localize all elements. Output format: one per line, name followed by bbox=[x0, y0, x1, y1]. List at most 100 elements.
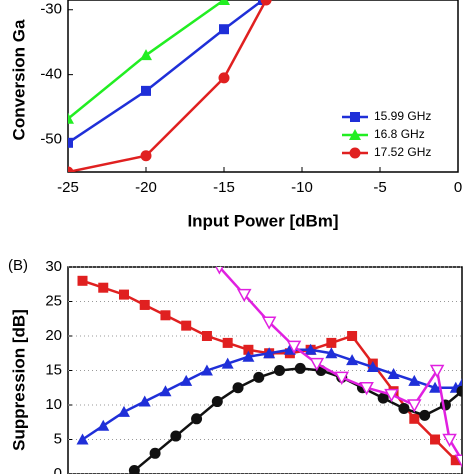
marker bbox=[260, 0, 272, 6]
marker bbox=[140, 49, 152, 61]
y-tick-label: -50 bbox=[40, 131, 62, 148]
marker bbox=[377, 392, 389, 404]
marker bbox=[326, 337, 337, 348]
marker bbox=[138, 395, 151, 407]
marker bbox=[242, 350, 255, 362]
legend-label: 17.52 GHz bbox=[374, 145, 431, 159]
legend-label: 16.8 GHz bbox=[374, 127, 425, 141]
marker bbox=[117, 405, 130, 417]
marker bbox=[450, 455, 461, 466]
marker bbox=[221, 357, 234, 369]
marker bbox=[149, 447, 161, 459]
marker bbox=[334, 371, 349, 385]
marker bbox=[141, 85, 151, 96]
marker bbox=[76, 433, 89, 445]
marker bbox=[140, 150, 152, 162]
x-tick-label: -25 bbox=[57, 179, 79, 196]
marker bbox=[160, 310, 171, 321]
y-tick-label: 20 bbox=[45, 327, 62, 344]
marker bbox=[409, 413, 420, 424]
y-tick-label: -30 bbox=[40, 1, 62, 18]
marker bbox=[232, 382, 244, 394]
marker bbox=[325, 347, 338, 359]
marker bbox=[68, 112, 74, 124]
marker bbox=[456, 385, 462, 397]
marker bbox=[274, 365, 286, 376]
marker bbox=[222, 337, 233, 348]
series-line bbox=[81, 348, 462, 441]
marker bbox=[215, 267, 224, 275]
marker bbox=[181, 320, 192, 331]
marker bbox=[201, 331, 212, 341]
y-tick-label: 15 bbox=[45, 361, 62, 378]
y-tick-label: 25 bbox=[45, 292, 62, 309]
marker bbox=[366, 361, 379, 373]
marker bbox=[283, 343, 296, 355]
marker bbox=[454, 454, 462, 468]
marker bbox=[263, 347, 276, 359]
plot-area bbox=[76, 267, 462, 474]
marker bbox=[68, 137, 73, 148]
marker bbox=[359, 382, 374, 396]
x-tick-label: -5 bbox=[373, 179, 386, 196]
marker bbox=[384, 388, 399, 403]
legend-marker bbox=[349, 129, 361, 140]
x-tick-label: -10 bbox=[291, 179, 313, 196]
x-tick-label: -15 bbox=[213, 179, 235, 196]
y-axis-label: Conversion Ga bbox=[9, 19, 28, 140]
y-tick-label: -40 bbox=[40, 66, 62, 83]
marker bbox=[97, 419, 110, 431]
marker bbox=[180, 374, 193, 386]
marker bbox=[218, 0, 230, 5]
marker bbox=[218, 72, 230, 84]
marker bbox=[261, 316, 277, 330]
panel-label: (B) bbox=[8, 257, 28, 274]
plot-frame bbox=[67, 0, 459, 173]
marker bbox=[159, 385, 172, 397]
marker bbox=[429, 381, 442, 393]
marker bbox=[118, 289, 129, 300]
marker bbox=[98, 282, 109, 293]
series-line bbox=[82, 279, 457, 462]
marker bbox=[387, 367, 400, 379]
marker bbox=[407, 399, 422, 413]
marker bbox=[243, 344, 254, 355]
legend-marker bbox=[349, 147, 361, 159]
x-axis-label: Input Power [dBm] bbox=[187, 211, 338, 230]
marker bbox=[219, 24, 229, 35]
legend-marker bbox=[350, 112, 360, 122]
marker bbox=[211, 396, 223, 408]
y-tick-label: 5 bbox=[54, 430, 62, 447]
marker bbox=[430, 434, 441, 445]
legend-label: 15.99 GHz bbox=[374, 109, 431, 123]
marker bbox=[429, 364, 445, 379]
marker bbox=[286, 340, 302, 354]
marker bbox=[170, 430, 182, 442]
marker bbox=[304, 343, 317, 355]
marker bbox=[408, 374, 421, 386]
marker bbox=[253, 371, 265, 383]
series-line bbox=[68, 0, 268, 172]
marker bbox=[346, 354, 359, 366]
marker bbox=[294, 362, 306, 374]
x-tick-label: -20 bbox=[135, 179, 157, 196]
marker bbox=[139, 299, 150, 310]
y-tick-label: 0 bbox=[54, 465, 62, 474]
marker bbox=[442, 433, 457, 448]
marker bbox=[398, 402, 410, 414]
plot-area bbox=[68, 0, 272, 172]
marker bbox=[128, 465, 140, 474]
x-tick-label: 0 bbox=[454, 179, 462, 196]
marker bbox=[309, 357, 325, 372]
y-tick-label: 10 bbox=[45, 396, 62, 413]
marker bbox=[419, 409, 431, 421]
marker bbox=[200, 364, 213, 376]
series-line bbox=[68, 0, 264, 144]
y-tick-label: 30 bbox=[45, 258, 62, 275]
marker bbox=[191, 413, 203, 425]
marker bbox=[68, 166, 74, 172]
marker bbox=[347, 331, 358, 341]
y-axis-label: Suppression [dB] bbox=[9, 309, 28, 451]
marker bbox=[236, 288, 252, 303]
